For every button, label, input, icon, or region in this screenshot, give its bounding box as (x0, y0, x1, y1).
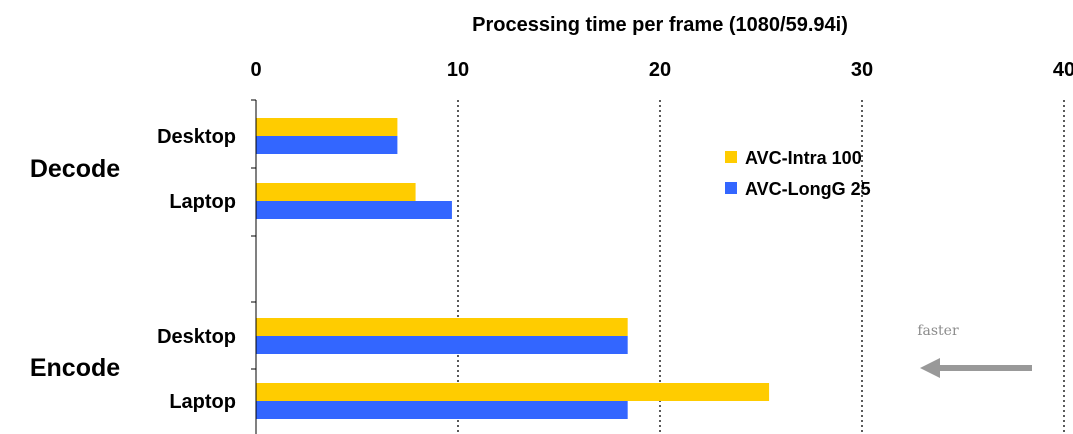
bar-longg (256, 336, 628, 354)
faster-annotation: faster (917, 323, 959, 339)
legend-label-intra: AVC-Intra 100 (745, 148, 862, 168)
bars (256, 118, 770, 419)
bar-intra (256, 318, 628, 336)
x-tick-label: 20 (649, 59, 671, 81)
category-label: Desktop (157, 126, 236, 148)
x-axis-ticks: 0 10 20 30 40 (250, 59, 1073, 81)
bar-longg (256, 201, 452, 219)
group-label-encode: Encode (30, 354, 120, 382)
legend-swatch-longg (725, 182, 737, 194)
bar-intra (256, 118, 398, 136)
gridlines (457, 100, 1065, 434)
y-axis (251, 99, 257, 434)
bar-longg (256, 136, 398, 154)
group-label-decode: Decode (30, 155, 120, 183)
category-labels: Desktop Laptop Desktop Laptop (157, 126, 236, 413)
chart-title: Processing time per frame (1080/59.94i) (472, 14, 848, 36)
x-tick-label: 10 (447, 59, 469, 81)
bar-intra (256, 383, 770, 401)
x-tick-label: 0 (250, 59, 261, 81)
bar-longg (256, 401, 628, 419)
legend-swatch-intra (725, 151, 737, 163)
category-label: Laptop (169, 191, 236, 213)
faster-arrow-icon (920, 358, 1032, 378)
category-label: Laptop (169, 391, 236, 413)
legend-label-longg: AVC-LongG 25 (745, 179, 871, 199)
x-tick-label: 30 (851, 59, 873, 81)
legend: AVC-Intra 100 AVC-LongG 25 (725, 148, 871, 199)
x-tick-label: 40 (1053, 59, 1073, 81)
category-label: Desktop (157, 326, 236, 348)
bar-intra (256, 183, 416, 201)
